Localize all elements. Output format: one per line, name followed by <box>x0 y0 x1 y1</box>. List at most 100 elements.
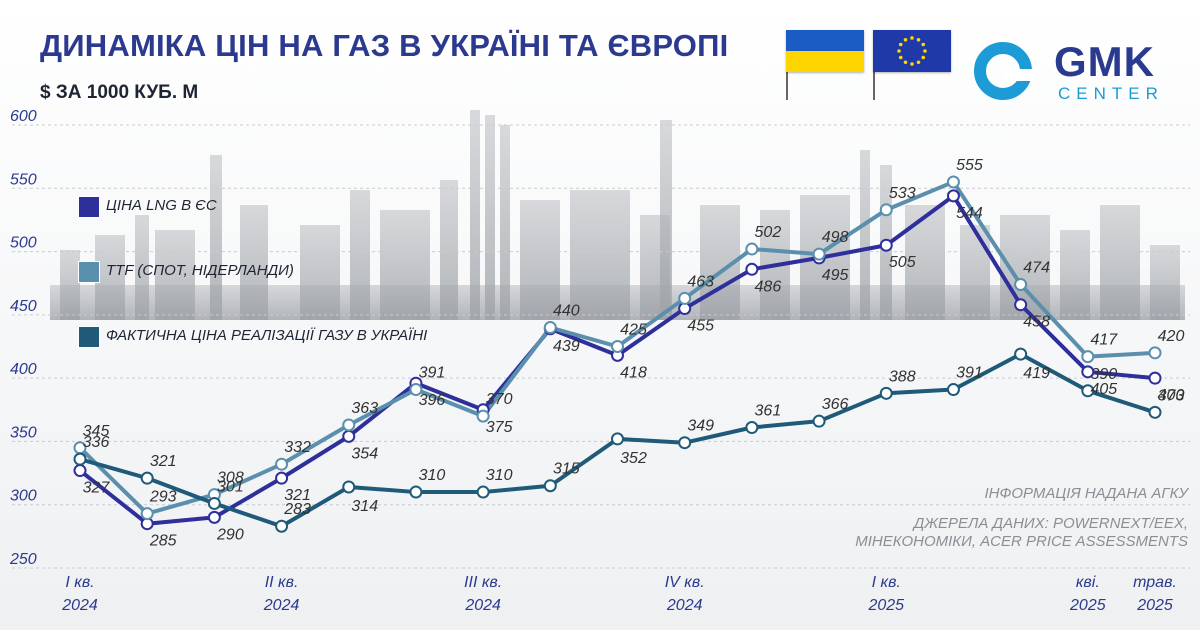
data-label: 327 <box>83 480 111 497</box>
skyline-tower <box>300 225 340 320</box>
x-tick-year: 2024 <box>61 597 98 614</box>
data-point <box>946 175 960 189</box>
data-point <box>611 432 624 446</box>
eu-star <box>916 60 921 65</box>
skyline-tower <box>440 180 458 320</box>
data-label: 505 <box>889 254 916 271</box>
eu-star <box>903 60 908 65</box>
data-point <box>543 321 557 335</box>
data-label: 533 <box>889 185 916 202</box>
data-point <box>946 383 960 397</box>
skyline-tower <box>155 230 195 320</box>
x-tick-year: 2024 <box>464 597 501 614</box>
data-label: 400 <box>1158 387 1185 404</box>
data-point <box>1014 347 1028 361</box>
skyline-tower <box>660 120 672 320</box>
data-labels: 327 285 290 321 354 396 375 439 418 455 486 495 505 5… <box>83 157 1185 550</box>
data-label: 345 <box>83 423 110 440</box>
eu-flag-icon <box>873 30 951 72</box>
y-tick-label: 600 <box>10 108 37 125</box>
eu-star <box>910 62 914 66</box>
data-point <box>812 414 826 428</box>
y-tick-label: 400 <box>10 361 37 378</box>
eu-star <box>903 37 908 42</box>
data-point <box>409 485 423 499</box>
data-point <box>73 452 87 466</box>
x-tick-label: IV кв. <box>665 574 705 591</box>
data-point <box>543 479 557 493</box>
data-label: 502 <box>755 224 782 241</box>
eu-star <box>921 42 926 47</box>
data-label: 301 <box>217 478 244 495</box>
data-point <box>140 471 154 485</box>
y-tick-label: 250 <box>9 551 37 568</box>
data-point <box>409 383 423 397</box>
data-label: 310 <box>486 467 513 484</box>
legend-swatch <box>78 196 100 218</box>
skyline-tower <box>1150 245 1180 320</box>
x-axis: I кв. 2024 II кв. 2024 III кв. 2024 IV кв. 2024… <box>61 574 1177 614</box>
data-point <box>1014 277 1028 291</box>
x-tick-year: 2024 <box>263 597 300 614</box>
legend-swatch <box>78 261 100 283</box>
skyline-tower <box>380 210 430 320</box>
data-point <box>342 429 356 443</box>
gmk-logo: GMK CENTER <box>972 36 1182 106</box>
data-label: 290 <box>216 526 244 543</box>
data-point <box>745 242 759 256</box>
data-label: 495 <box>822 267 849 284</box>
logo-name: GMK <box>1054 38 1155 85</box>
data-label: 405 <box>1090 381 1117 398</box>
data-label: 352 <box>620 450 647 467</box>
x-tick-label: кві. <box>1076 574 1100 591</box>
eu-star <box>898 55 903 60</box>
data-point <box>207 510 221 524</box>
sources-note-line1: ДЖЕРЕЛА ДАНИХ: POWERNEXT/EEX, <box>913 515 1188 532</box>
data-label: 370 <box>486 391 513 408</box>
x-tick-label: II кв. <box>265 574 299 591</box>
data-label: 321 <box>284 487 311 504</box>
eu-star <box>916 37 921 42</box>
data-point <box>275 519 289 533</box>
data-point <box>342 418 356 432</box>
skyline-tower <box>240 205 268 320</box>
data-label: 463 <box>687 273 714 290</box>
data-label: 390 <box>1090 366 1117 383</box>
data-point <box>745 262 759 276</box>
data-point <box>946 189 960 203</box>
series-points <box>73 175 1162 533</box>
y-tick-label: 500 <box>10 235 37 252</box>
data-point <box>73 464 87 478</box>
sources-note-line2: МІНЕКОНОМІКИ, ACER PRICE ASSESSMENTS <box>855 533 1188 550</box>
data-point <box>476 409 490 423</box>
y-axis: 250 300 350 400 450 500 550 600 <box>9 108 37 568</box>
skyline-tower <box>210 155 222 320</box>
data-point <box>1148 405 1162 419</box>
eu-star <box>898 42 903 47</box>
data-point <box>812 247 826 261</box>
data-label: 314 <box>351 498 378 515</box>
data-label: 486 <box>755 278 782 295</box>
data-point <box>1081 350 1095 364</box>
skyline-tower <box>1060 230 1090 320</box>
skyline-tower <box>500 125 510 320</box>
x-tick-label: III кв. <box>464 574 502 591</box>
data-label: 544 <box>956 205 983 222</box>
data-label: 363 <box>351 400 378 417</box>
data-point <box>1014 298 1028 312</box>
data-label: 283 <box>283 501 311 518</box>
logo-sub: CENTER <box>1058 84 1164 103</box>
data-point <box>879 386 893 400</box>
data-label: 366 <box>822 396 849 413</box>
skyline-tower <box>350 190 370 320</box>
data-label: 332 <box>284 439 311 456</box>
x-tick-label: I кв. <box>872 574 901 591</box>
ukraine-flag-icon <box>786 30 864 72</box>
data-label: 474 <box>1023 259 1050 276</box>
data-point <box>207 496 221 510</box>
data-label: 315 <box>553 461 580 478</box>
data-point <box>879 238 893 252</box>
data-point <box>342 480 356 494</box>
x-tick-year: 2025 <box>867 597 904 614</box>
data-point <box>1148 371 1162 385</box>
